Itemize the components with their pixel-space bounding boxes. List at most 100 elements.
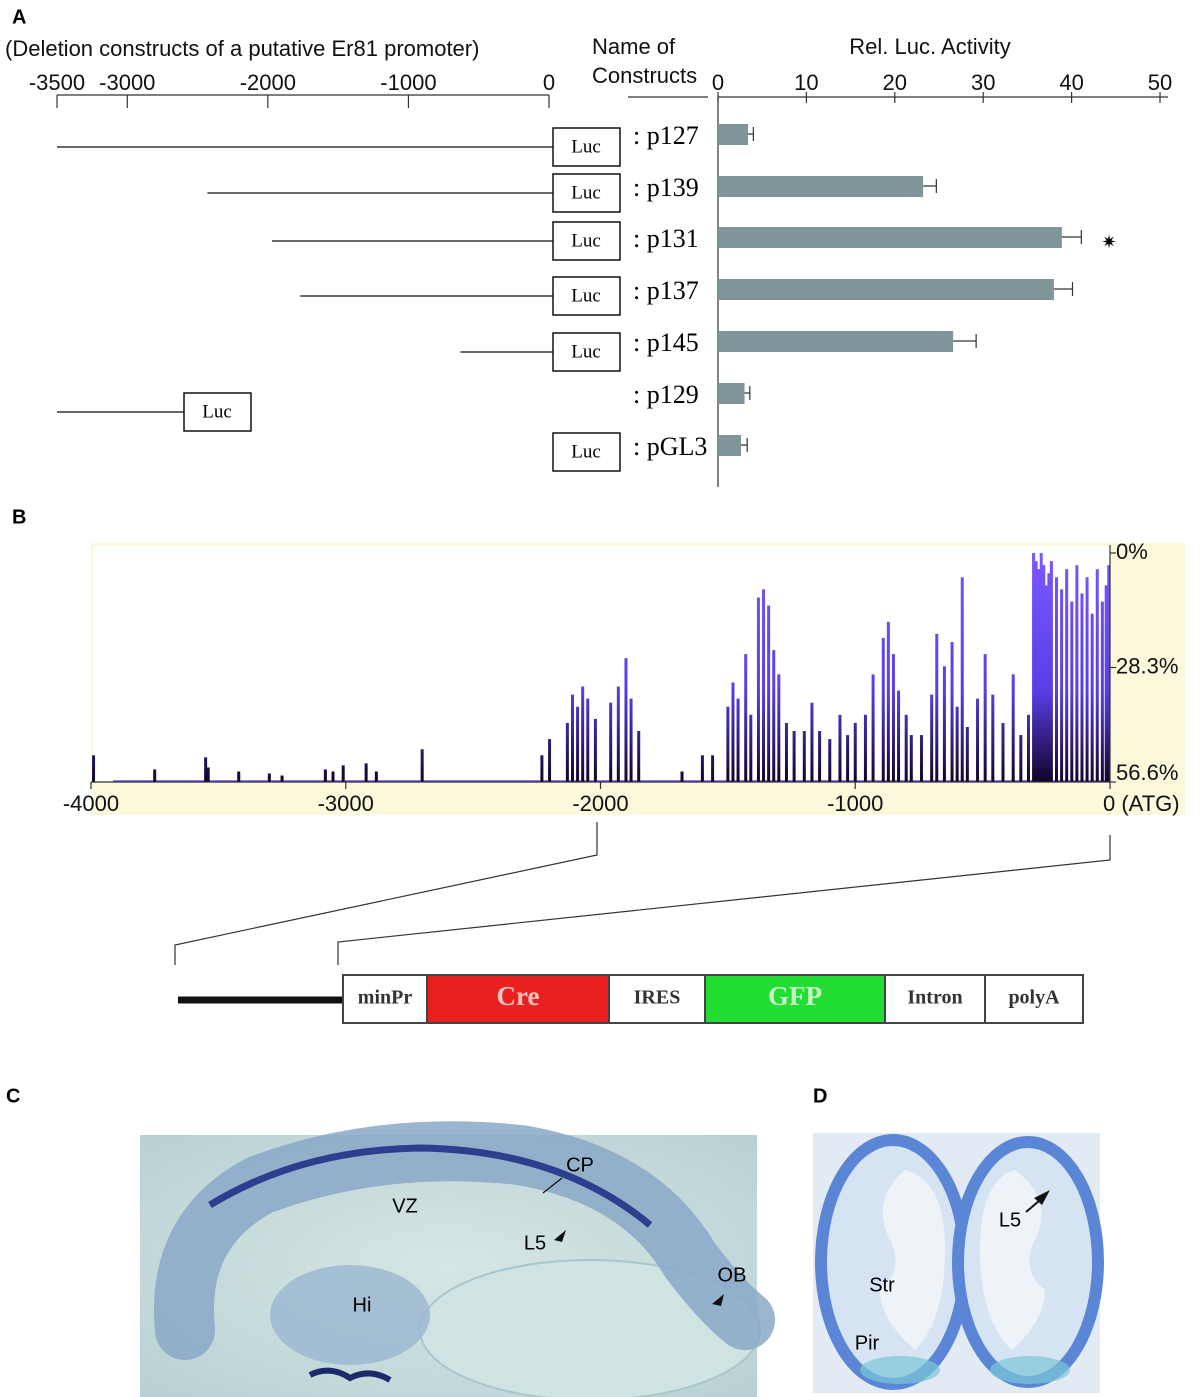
conservation-bar	[1107, 565, 1111, 782]
x-tick-label: 40	[1059, 70, 1083, 95]
image-label: OB	[718, 1264, 747, 1286]
luc-label: Luc	[571, 441, 601, 462]
conservation-bar	[237, 771, 241, 782]
conservation-bar	[1060, 589, 1064, 782]
luc-box	[552, 332, 621, 372]
plot-area	[93, 546, 1110, 782]
construct-element	[984, 974, 1084, 1024]
image-label: L5	[524, 1232, 546, 1254]
conservation-bar	[540, 755, 544, 782]
image-c: CP VZ L5 OB Hi	[140, 1121, 775, 1397]
conservation-bar	[983, 654, 987, 782]
conservation-bar	[1095, 569, 1099, 782]
error-bar	[1053, 282, 1074, 296]
vessel	[308, 1367, 392, 1383]
conservation-bar	[548, 739, 552, 782]
bar	[718, 227, 1062, 248]
conservation-bar	[1075, 565, 1079, 782]
conservation-bar	[420, 749, 424, 782]
connector	[174, 822, 598, 965]
conservation-bar	[1047, 573, 1051, 782]
x-tick-label: 0 (ATG)	[1103, 791, 1180, 816]
conservation-bar	[976, 698, 980, 782]
x-tick-label: -1000	[380, 70, 436, 95]
bar	[718, 383, 745, 404]
conservation-bar	[1019, 735, 1023, 782]
luc-box	[552, 173, 621, 213]
tissue	[860, 1356, 940, 1384]
conservation-bar	[1042, 565, 1046, 782]
bar	[718, 279, 1054, 300]
conservation-bar	[593, 718, 597, 782]
conservation-bar	[930, 694, 934, 782]
conservation-bar	[1100, 601, 1104, 782]
conservation-bar	[762, 589, 766, 782]
image-label: Pir	[855, 1332, 880, 1354]
ventricle	[980, 1170, 1045, 1350]
conservation-bar	[909, 735, 913, 782]
conservation-bar	[960, 577, 964, 782]
conservation-bar	[784, 722, 788, 782]
x-tick-label: -3000	[318, 791, 374, 816]
conservation-bar	[792, 731, 796, 782]
conservation-bar	[1049, 561, 1053, 782]
luc-label: Luc	[571, 341, 601, 362]
image-label: VZ	[392, 1195, 418, 1217]
conservation-bar	[935, 633, 939, 782]
construct-name: : p137	[633, 276, 699, 305]
conservation-bar	[853, 722, 857, 782]
conservation-bar	[919, 735, 923, 782]
conservation-bar	[1011, 674, 1015, 782]
conservation-bar	[364, 763, 368, 782]
arrowhead	[554, 1230, 566, 1242]
conservation-bar	[1090, 613, 1094, 782]
conservation-bar	[581, 686, 585, 782]
luc-box	[183, 392, 252, 432]
conservation-bar	[680, 771, 684, 782]
conservation-bar	[586, 698, 590, 782]
luc-label: Luc	[202, 401, 232, 422]
x-tick-label: 30	[971, 70, 995, 95]
conservation-bar	[1001, 722, 1005, 782]
hippocampus	[270, 1265, 430, 1365]
conservation-bar	[1080, 593, 1084, 782]
error-bar	[744, 386, 751, 400]
panel-label: C	[6, 1085, 20, 1107]
conservation-bar	[942, 666, 946, 782]
x-tick-label: 10	[794, 70, 818, 95]
conservation-bar	[950, 642, 954, 782]
conservation-bar	[1026, 714, 1030, 782]
element-label: GFP	[768, 981, 822, 1011]
conservation-bar	[756, 597, 760, 782]
error-bar	[748, 127, 754, 141]
conservation-bar	[331, 771, 335, 782]
x-tick-label: 0	[712, 70, 724, 95]
conservation-bar	[802, 731, 806, 782]
image-label: CP	[566, 1154, 594, 1176]
chart-title: Rel. Luc. Activity	[849, 34, 1010, 59]
annotation: ✷	[1101, 232, 1116, 252]
conservation-bar	[1037, 569, 1041, 782]
construct-name: : p139	[633, 173, 699, 202]
conservation-bar	[153, 769, 157, 782]
conservation-bar	[374, 771, 378, 782]
bar	[718, 176, 924, 197]
construct-name: : pGL3	[633, 432, 707, 461]
conservation-bar	[904, 714, 908, 782]
luc-label: Luc	[571, 230, 601, 251]
conservation-bar	[731, 682, 735, 782]
conservation-bar	[863, 714, 867, 782]
y-tick-label: 56.6%	[1116, 760, 1178, 785]
error-bar	[953, 334, 977, 348]
conservation-bar	[711, 755, 715, 782]
conservation-bar	[749, 714, 753, 782]
conservation-bar	[965, 726, 969, 782]
conservation-bar	[744, 654, 748, 782]
conservation-bar	[955, 706, 959, 782]
pointer	[542, 1177, 563, 1194]
luc-box	[552, 432, 621, 472]
x-tick-label: -2000	[240, 70, 296, 95]
luc-label: Luc	[571, 136, 601, 157]
image-label: Hi	[353, 1294, 372, 1316]
construct-name: : p127	[633, 121, 699, 150]
